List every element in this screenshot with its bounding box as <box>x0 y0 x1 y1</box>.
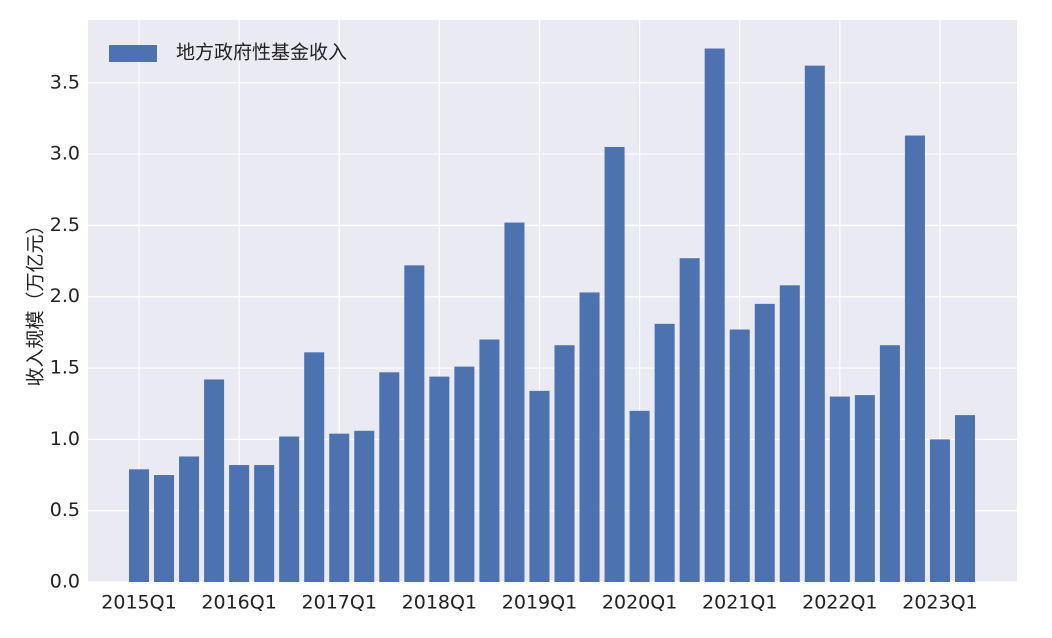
bar <box>904 135 925 582</box>
x-tick-label: 2017Q1 <box>302 592 377 614</box>
y-tick-label: 3.0 <box>50 143 80 165</box>
y-axis-label: 收入规模（万亿元） <box>25 215 47 386</box>
bar <box>654 323 675 582</box>
plot-area <box>88 20 1017 582</box>
bar <box>304 352 325 582</box>
bar <box>779 285 800 582</box>
bar <box>704 48 725 583</box>
bar <box>128 469 150 582</box>
bar <box>554 345 575 582</box>
y-tick-label: 1.5 <box>50 357 80 379</box>
y-tick-label: 2.5 <box>50 214 80 236</box>
bar <box>529 390 550 582</box>
bar <box>854 395 875 582</box>
bar <box>354 430 375 582</box>
bar <box>679 258 700 582</box>
legend-swatch <box>109 45 157 62</box>
bar <box>279 436 300 582</box>
bar <box>479 339 500 582</box>
x-tick-label: 2022Q1 <box>802 592 877 614</box>
y-tick-label: 0.5 <box>50 499 80 521</box>
bar <box>604 146 625 583</box>
bar <box>404 265 425 582</box>
bar <box>429 376 450 582</box>
y-tick-label: 0.0 <box>50 571 80 593</box>
x-tick-label: 2023Q1 <box>902 592 977 614</box>
bar <box>379 372 400 582</box>
bar <box>329 433 350 582</box>
x-tick-label: 2021Q1 <box>702 592 777 614</box>
bar <box>629 410 650 582</box>
y-tick-label: 3.5 <box>50 71 80 93</box>
bar <box>504 222 525 582</box>
bar <box>579 292 600 582</box>
bar <box>204 379 225 582</box>
x-tick-label: 2016Q1 <box>201 592 276 614</box>
bar <box>754 303 775 582</box>
legend-label: 地方政府性基金收入 <box>176 42 347 64</box>
bars <box>128 48 976 583</box>
bar <box>879 345 900 582</box>
bar <box>254 465 275 582</box>
x-tick-label: 2020Q1 <box>602 592 677 614</box>
bar <box>929 439 950 582</box>
x-tick-label: 2018Q1 <box>402 592 477 614</box>
y-tick-label: 1.0 <box>50 428 80 450</box>
bar <box>154 475 175 582</box>
bar <box>954 415 976 582</box>
bar <box>829 396 850 582</box>
x-tick-label: 2019Q1 <box>502 592 577 614</box>
bar <box>179 456 200 582</box>
x-tick-label: 2015Q1 <box>101 592 176 614</box>
bar <box>229 465 250 582</box>
y-tick-label: 2.0 <box>50 285 80 307</box>
bar <box>454 366 475 582</box>
bar <box>804 65 825 583</box>
bar <box>729 329 750 582</box>
